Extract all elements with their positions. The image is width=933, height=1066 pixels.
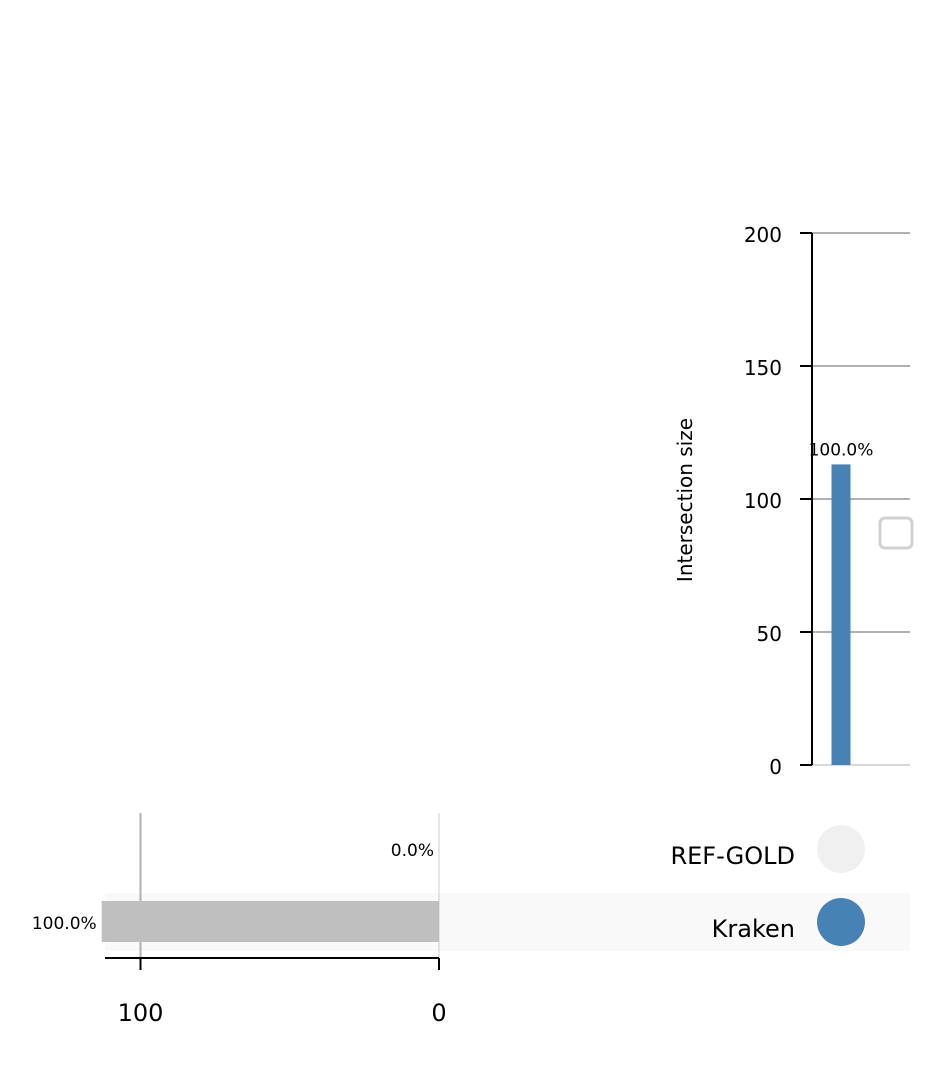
matrix-dot-inactive bbox=[817, 825, 865, 873]
y-tick-label: 50 bbox=[757, 622, 782, 646]
set-size-bar-label: 100.0% bbox=[32, 914, 97, 934]
intersection-y-axis-label: Intersection size bbox=[673, 418, 697, 582]
set-size-chart: 0.0% 100.0% 100 0 bbox=[32, 813, 447, 1027]
y-tick-label: 100 bbox=[744, 489, 782, 513]
set-size-bar-label: 0.0% bbox=[391, 841, 434, 861]
y-tick-label: 0 bbox=[769, 755, 782, 779]
y-tick-label: 200 bbox=[744, 223, 782, 247]
intersection-gridlines bbox=[812, 232, 910, 766]
intersection-bar bbox=[831, 464, 851, 765]
intersection-bars: 100.0% bbox=[809, 440, 874, 765]
set-size-x-tick-label: 0 bbox=[431, 999, 446, 1027]
set-size-bar-kraken bbox=[101, 901, 439, 942]
set-label-ref-gold: REF-GOLD bbox=[670, 842, 795, 870]
membership-matrix bbox=[817, 825, 865, 946]
set-labels: REF-GOLD Kraken bbox=[670, 842, 795, 943]
set-label-kraken: Kraken bbox=[712, 915, 795, 943]
y-tick-label: 150 bbox=[744, 356, 782, 380]
empty-legend-box bbox=[878, 516, 914, 550]
intersection-bar-label: 100.0% bbox=[809, 440, 874, 460]
set-size-x-tick-label: 100 bbox=[118, 999, 164, 1027]
intersection-y-axis: 0 50 100 150 200 bbox=[744, 223, 813, 779]
matrix-dot-active bbox=[817, 898, 865, 946]
